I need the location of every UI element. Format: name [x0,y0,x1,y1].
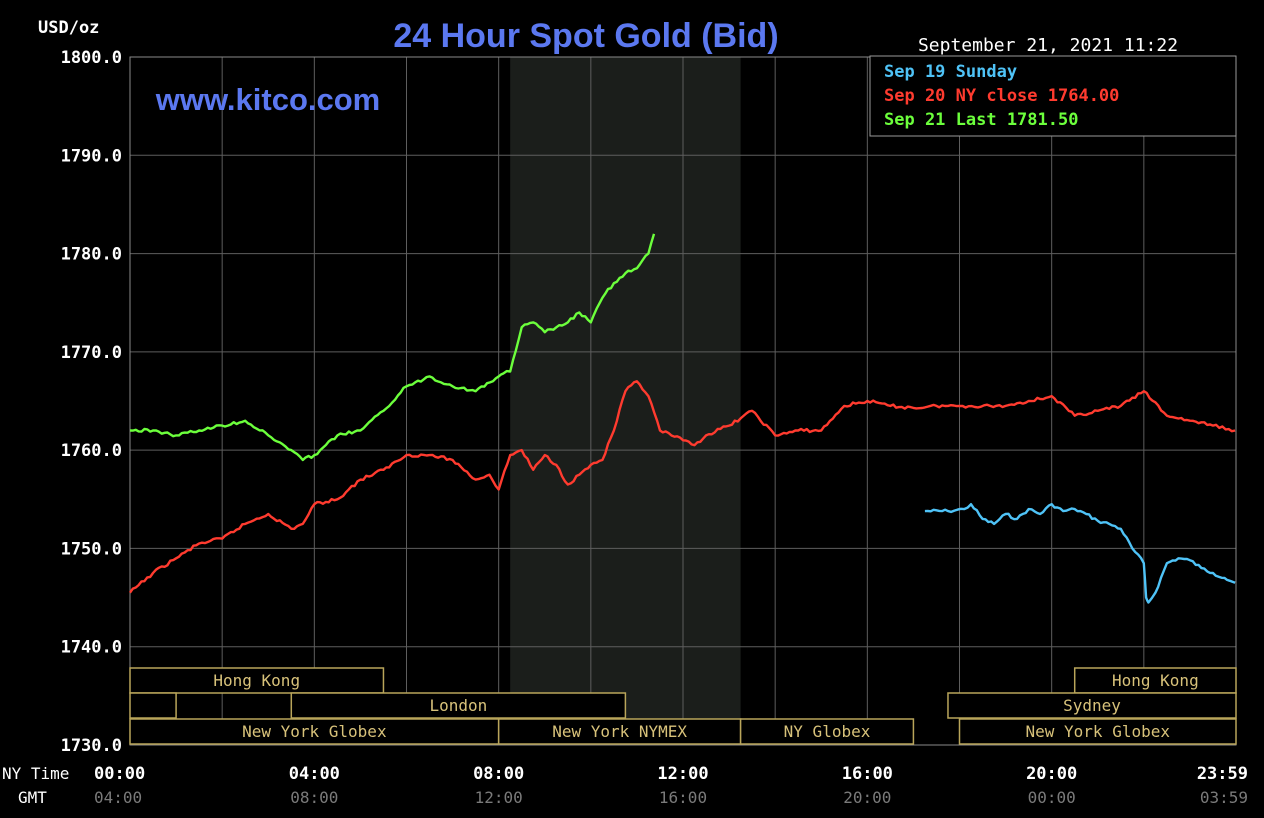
session-box [129,718,500,745]
session-bar: NY Globex [739,718,915,745]
session-label: New York Globex [1026,722,1171,741]
market-sessions: Hong Kong Hong Kong London Sydney New York G… [129,667,1237,745]
x-tick-label: 23:59 [1197,764,1248,784]
y-tick-label: 1750.0 [61,539,122,559]
x-tick-label-gmt: 08:00 [290,788,338,807]
x-tick-label: 20:00 [1026,764,1077,784]
session-bar: Hong Kong [129,667,385,694]
plot-frame [129,56,1237,746]
x-tick-label: 16:00 [842,764,893,784]
legend-sep21: Sep 21 Last 1781.50 [884,110,1078,130]
series-line-1 [129,380,1236,594]
session-box [129,667,385,694]
session-label: Hong Kong [1112,671,1199,690]
x-tick-label: 04:00 [289,764,340,784]
session-box [1073,667,1237,694]
series-line-2 [129,233,656,462]
x-axis-ticks: 00:00 04:00 04:00 08:00 08:00 12:00 12:00 16:00… [94,764,1248,807]
y-tick-label: 1730.0 [61,736,122,756]
legend-box: Sep 19 Sunday Sep 20 NY close 1764.00 Se… [869,55,1237,137]
x-tick-label: 00:00 [94,764,145,784]
session-box [958,718,1237,745]
y-tick-label: 1800.0 [61,48,122,68]
legend-sep20: Sep 20 NY close 1764.00 [884,86,1119,106]
y-tick-label: 1760.0 [61,441,122,461]
legend-sep19: Sep 19 Sunday [884,62,1017,82]
session-bar: Hong Kong [1073,667,1237,694]
session-label: Sydney [1063,696,1121,715]
x-tick-label-gmt: 16:00 [659,788,707,807]
session-bar: London [290,692,627,719]
timestamp: September 21, 2021 11:22 [918,35,1178,56]
y-axis-ticks: 1730.0 1740.0 1750.0 1760.0 1770.0 1780.0 1790… [61,48,122,756]
session-bar: New York Globex [958,718,1237,745]
watermark: www.kitco.com [155,82,381,117]
session-box [947,692,1237,719]
x-tick-label-gmt: 04:00 [94,788,142,807]
x-tick-label-gmt: 00:00 [1028,788,1076,807]
session-label: New York NYMEX [552,722,687,741]
ny-time-label: NY Time [2,764,69,783]
x-tick-label-gmt: 12:00 [475,788,523,807]
chart-title: 24 Hour Spot Gold (Bid) [393,17,778,55]
y-tick-label: 1770.0 [61,343,122,363]
session-label: London [429,696,487,715]
price-series [129,233,1236,604]
grid [129,56,1237,746]
session-bar: Sydney [947,692,1237,719]
series-line-0 [924,503,1236,604]
session-box [739,718,915,745]
session-bar: New York NYMEX [497,718,742,745]
shaded-region [510,57,741,745]
gmt-label: GMT [18,788,47,807]
session-bar [129,692,177,719]
session-box [129,692,177,719]
x-tick-label: 12:00 [657,764,708,784]
x-tick-label-gmt: 20:00 [843,788,891,807]
y-tick-label: 1790.0 [61,146,122,166]
session-label: Hong Kong [213,671,300,690]
session-bar: New York Globex [129,718,500,745]
x-tick-label-gmt: 03:59 [1200,788,1248,807]
x-tick-label: 08:00 [473,764,524,784]
y-tick-label: 1740.0 [61,638,122,658]
session-box [290,692,627,719]
session-label: NY Globex [784,722,871,741]
unit-label: USD/oz [38,18,99,38]
nymex-shaded-region [510,57,741,745]
y-tick-label: 1780.0 [61,245,122,265]
session-label: New York Globex [242,722,387,741]
